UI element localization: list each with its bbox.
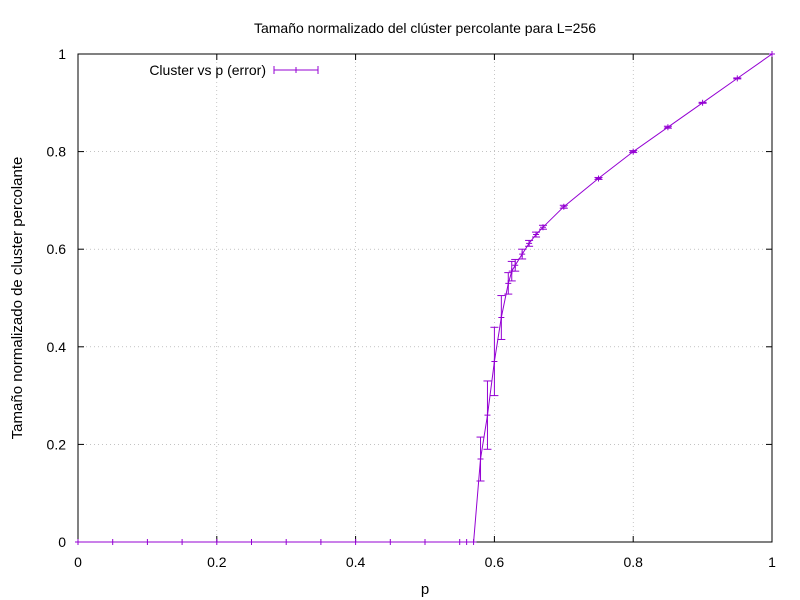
y-tick-label: 0.4 xyxy=(47,339,67,355)
y-axis-ticks: 0 0.2 0.4 0.6 0.8 1 xyxy=(47,46,772,550)
data-point xyxy=(317,539,324,545)
data-point xyxy=(213,539,220,545)
grid xyxy=(78,54,772,542)
data-point xyxy=(283,539,290,545)
data-point xyxy=(699,99,706,106)
x-tick-label: 1 xyxy=(768,554,776,570)
data-point xyxy=(769,51,775,57)
data-point xyxy=(387,539,394,545)
data-point xyxy=(498,314,505,321)
data-point xyxy=(179,539,186,545)
data-point xyxy=(422,539,428,545)
data-point xyxy=(456,539,463,545)
data-point xyxy=(463,539,470,545)
x-axis-ticks: 0 0.2 0.4 0.6 0.8 1 xyxy=(74,54,776,570)
y-tick-label: 0.8 xyxy=(47,144,67,160)
data-point xyxy=(477,456,484,463)
series-group xyxy=(75,51,775,545)
data-point xyxy=(470,539,477,545)
x-tick-label: 0.6 xyxy=(485,554,505,570)
data-point xyxy=(109,539,116,545)
x-axis-label: p xyxy=(421,581,429,598)
y-tick-label: 1 xyxy=(58,46,66,62)
data-point xyxy=(512,262,519,269)
legend: Cluster vs p (error) xyxy=(149,62,319,78)
data-point xyxy=(144,539,151,545)
data-point xyxy=(75,539,81,545)
x-tick-label: 0.2 xyxy=(207,554,227,570)
data-point xyxy=(664,124,671,131)
data-point xyxy=(533,231,540,238)
y-tick-label: 0 xyxy=(58,534,66,550)
legend-marker xyxy=(293,67,299,73)
data-point xyxy=(491,358,498,365)
data-point xyxy=(248,539,255,545)
data-point xyxy=(595,175,602,182)
data-point xyxy=(526,240,533,247)
data-point xyxy=(352,539,359,545)
y-tick-label: 0.6 xyxy=(47,241,67,257)
x-tick-label: 0 xyxy=(74,554,82,570)
data-point xyxy=(560,203,567,210)
data-point xyxy=(519,251,526,258)
y-tick-label: 0.2 xyxy=(47,436,67,452)
legend-label: Cluster vs p (error) xyxy=(149,62,266,78)
data-point xyxy=(630,148,637,155)
data-point xyxy=(539,224,546,231)
y-axis-label: Tamaño normalizado de cluster percolante xyxy=(9,157,26,440)
data-point xyxy=(734,75,741,82)
data-point xyxy=(484,412,491,419)
legend-sample xyxy=(273,66,319,74)
chart-title: Tamaño normalizado del clúster percolant… xyxy=(254,20,596,36)
series-line xyxy=(78,53,773,543)
x-tick-label: 0.4 xyxy=(346,554,366,570)
x-tick-label: 0.8 xyxy=(623,554,643,570)
